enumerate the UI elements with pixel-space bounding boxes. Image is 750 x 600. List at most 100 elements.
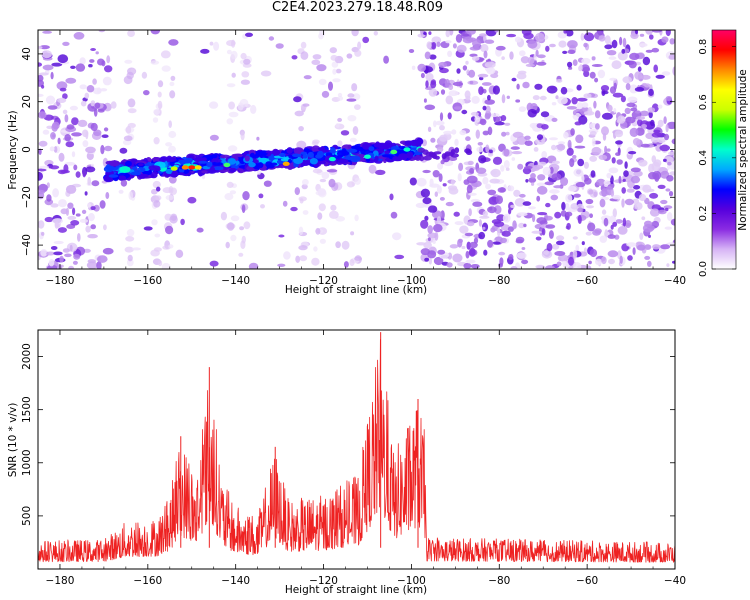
spectrogram-cell (468, 208, 472, 217)
spectrogram-cell (302, 179, 309, 186)
spectrogram-cell (295, 255, 301, 263)
spectrogram-cell (71, 117, 79, 126)
spectrogram-cell (352, 93, 361, 101)
spectrogram-cell (90, 206, 96, 211)
spectrogram-cell (468, 69, 476, 78)
spectrogram-cell (651, 132, 663, 138)
spectrogram-cell (638, 159, 648, 167)
spectrogram-cell (175, 249, 184, 258)
spectrogram-cell (666, 263, 670, 267)
spectrogram-cell (248, 161, 256, 168)
spectrogram-cell (447, 185, 458, 191)
snr-frame (37, 329, 676, 570)
spectrogram-cell (611, 60, 622, 70)
spectrogram-cell (362, 142, 371, 150)
spectrogram-cell (536, 195, 541, 202)
spectrogram-cell (124, 160, 132, 167)
spectrogram-cell (123, 135, 133, 142)
spectrogram-cell (168, 120, 172, 128)
spectrogram-cell (298, 245, 308, 251)
spectrogram-cell (317, 212, 323, 220)
spectrogram-cell (343, 261, 349, 268)
spectrogram-cell (224, 193, 234, 201)
spectrogram-cell (448, 84, 454, 91)
spectrogram-cell (141, 71, 148, 79)
spectrogram-cell (38, 62, 42, 67)
spectrogram-cell (607, 250, 619, 258)
spectrogram-cell (389, 193, 394, 201)
spectrogram-cell (565, 211, 573, 217)
spectrogram-cell (616, 159, 623, 165)
spectrogram-cell (535, 49, 539, 57)
spectrogram-cell (530, 173, 536, 179)
spectrogram-cell (422, 149, 429, 155)
y-tick-label: 1500 (21, 396, 33, 423)
spectrogram-cell (497, 187, 506, 193)
spectrogram-cell (484, 99, 496, 105)
spectrogram-cell (652, 30, 662, 33)
spectrogram-cell (447, 50, 453, 57)
spectrogram-cell (90, 100, 96, 107)
spectrogram-cell (126, 229, 135, 237)
spectrogram-cell (430, 137, 436, 143)
spectrogram-cell (438, 173, 443, 183)
spectrogram-cell (58, 152, 65, 162)
spectrogram-cell (583, 111, 595, 116)
spectrogram-cell (471, 56, 480, 61)
spectrogram-cell (62, 93, 68, 100)
spectrogram-cell (519, 50, 526, 57)
spectrogram-cell (622, 76, 632, 84)
spectrogram-cell (282, 161, 290, 166)
spectrogram-cell (638, 193, 647, 202)
x-tick-label: −100 (397, 275, 426, 287)
spectrogram-cell (449, 30, 454, 36)
spectrogram-cell (507, 226, 514, 232)
spectrogram-cell (624, 107, 631, 115)
snr-y-axis: 500 1000 1500 2000 (21, 343, 675, 526)
spectrogram-cell (433, 120, 437, 128)
spectrogram-cell (479, 76, 484, 81)
spectrogram-cell (102, 76, 112, 86)
spectrogram-cell (563, 131, 569, 139)
spectrogram-cell (624, 161, 628, 169)
spectrogram-cell (668, 191, 674, 197)
spectrogram-cell (514, 198, 526, 207)
spectrogram-cell (472, 39, 481, 48)
spectrogram-cell (337, 158, 349, 164)
spectrogram-cell (337, 96, 344, 101)
spectrogram-cell (448, 90, 459, 97)
spectrogram-cell (582, 66, 591, 72)
spectrogram-cell (349, 155, 361, 163)
spectrogram-cell (226, 49, 232, 55)
spectrogram-cell (411, 65, 416, 71)
spectrogram-cell (517, 163, 524, 170)
spectrogram-cell (226, 83, 236, 88)
spectrogram-cell (592, 229, 601, 236)
spectrogram-cell (509, 51, 514, 60)
spectrogram-cell (315, 154, 323, 159)
spectrogram-x-axis: −180 −160 −140 −120 −100 −80 −60 −40 (37, 30, 686, 287)
spectrogram-cell (525, 63, 535, 67)
spectrogram-cell (226, 118, 234, 125)
spectrogram-cell (641, 82, 648, 86)
spectrogram-cell (581, 174, 585, 185)
spectrogram-cell (517, 212, 528, 217)
spectrogram-cell (52, 121, 60, 130)
spectrogram-cell (302, 154, 308, 159)
spectrogram-cell (437, 249, 446, 255)
spectrogram-cell (607, 234, 616, 239)
spectrogram-cell (368, 164, 377, 174)
spectrogram-cell (46, 194, 52, 202)
spectrogram-cell (404, 140, 413, 146)
spectrogram-cell (494, 116, 500, 123)
spectrogram-cell (231, 153, 244, 158)
spectrogram-cell (621, 187, 626, 194)
x-tick-label: −80 (488, 575, 510, 587)
spectrogram-image (38, 30, 675, 269)
spectrogram-cell (332, 78, 341, 83)
spectrogram-cell (357, 41, 362, 50)
spectrogram-cell (150, 30, 161, 35)
spectrogram-cell (641, 124, 647, 129)
spectrogram-cell (602, 90, 609, 95)
spectrogram-cell (588, 189, 594, 195)
